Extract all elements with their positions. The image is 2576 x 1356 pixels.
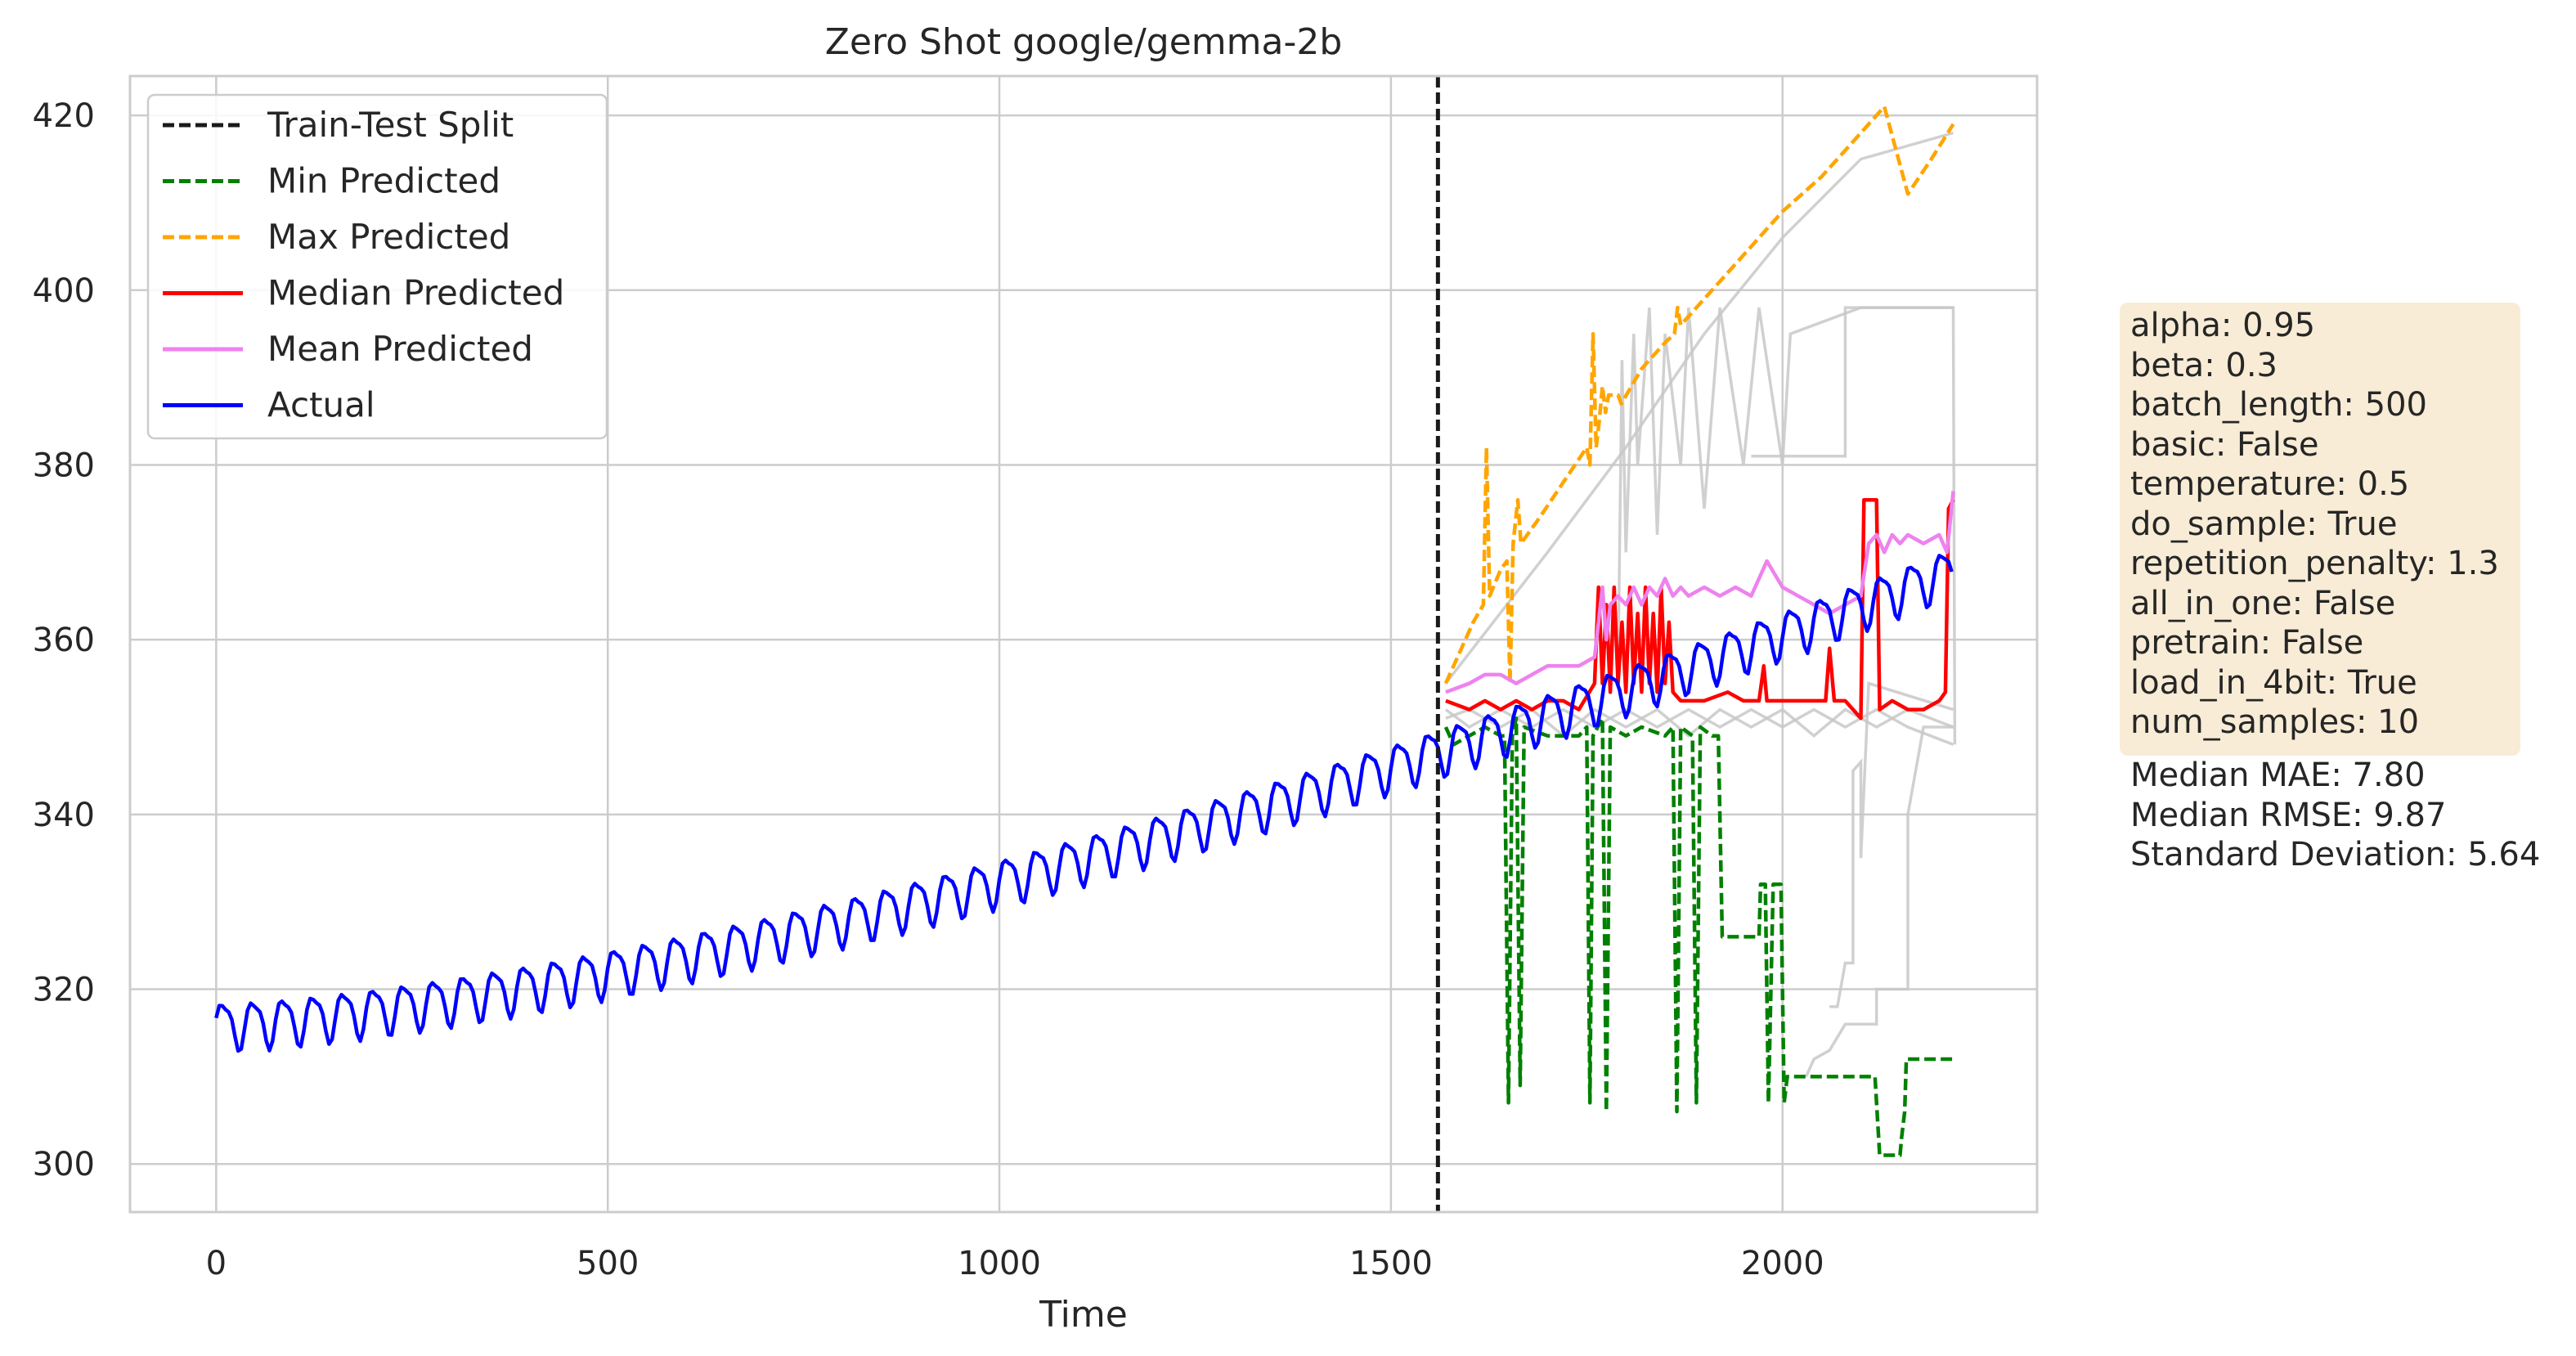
x-tick-label: 500 <box>577 1245 639 1282</box>
metric-std-dev: Standard Deviation: 5.64 <box>2130 836 2541 873</box>
sample-trajectory <box>1804 725 1954 1078</box>
y-tick-label: 300 <box>33 1146 95 1183</box>
sample-trajectory <box>1616 306 1954 675</box>
series-max-predicted <box>1443 105 1955 685</box>
y-tick-label: 360 <box>33 622 95 659</box>
sample-trajectory <box>1444 707 1954 747</box>
series-lines <box>214 105 1955 1157</box>
metric-median-rmse: Median RMSE: 9.87 <box>2130 796 2447 834</box>
plot-frame <box>128 74 2039 1214</box>
hyperparameter-line: repetition_penalty: 1.3 <box>2130 545 2499 582</box>
y-tick-label: 420 <box>33 97 95 135</box>
sample-trajectory <box>1444 131 1954 685</box>
axis-ticks: 0 500 1000 1500 2000 300 320 340 360 380 400 420 <box>33 97 1824 1282</box>
x-tick-label: 1500 <box>1349 1245 1433 1282</box>
legend-frame <box>146 93 608 440</box>
x-tick-label: 0 <box>206 1245 227 1282</box>
y-tick-label: 320 <box>33 972 95 1009</box>
sample-trajectory <box>1829 681 1954 1008</box>
legend-label: Min Predicted <box>267 161 500 201</box>
legend-label: Median Predicted <box>267 273 564 313</box>
hyperparameter-line: num_samples: 10 <box>2130 703 2420 741</box>
legend-label: Actual <box>267 385 375 425</box>
series-min-predicted <box>1443 716 1954 1157</box>
hyperparameter-line: alpha: 0.95 <box>2130 307 2316 344</box>
hyperparameter-list: alpha: 0.95 beta: 0.3 batch_length: 500 … <box>2130 306 2499 743</box>
hyperparameter-line: load_in_4bit: True <box>2130 663 2417 702</box>
y-tick-label: 400 <box>33 272 95 310</box>
hyperparameter-line: batch_length: 500 <box>2130 386 2427 424</box>
y-tick-label: 340 <box>33 797 95 834</box>
legend-label: Mean Predicted <box>267 329 533 369</box>
legend-label: Max Predicted <box>267 217 510 257</box>
x-tick-label: 2000 <box>1741 1245 1824 1282</box>
series-actual <box>214 554 1954 1053</box>
sample-trajectory <box>1751 306 1957 745</box>
hyperparameter-line: basic: False <box>2130 425 2319 464</box>
metric-median-mae: Median MAE: 7.80 <box>2130 757 2426 794</box>
hyperparameter-line: all_in_one: False <box>2130 584 2396 622</box>
chart-title: Zero Shot google/gemma-2b <box>825 21 1343 63</box>
hyperparameter-line: pretrain: False <box>2130 624 2364 662</box>
metrics-list: Median MAE: 7.80 Median RMSE: 9.87 Stand… <box>2130 756 2540 875</box>
stats-box-background <box>2120 303 2520 756</box>
series-median-predicted <box>1445 497 1955 721</box>
sample-trajectory <box>1445 707 1954 738</box>
legend: Train-Test Split Min Predicted Max Predict… <box>146 93 608 440</box>
hyperparameter-line: temperature: 0.5 <box>2130 465 2410 503</box>
hyperparameter-line: do_sample: True <box>2130 505 2398 543</box>
sample-trajectories <box>1444 131 1957 1078</box>
y-tick-label: 380 <box>33 447 95 484</box>
x-axis-label: Time <box>1039 1294 1128 1336</box>
series-mean-predicted <box>1445 491 1955 694</box>
legend-label: Train-Test Split <box>267 105 514 145</box>
hyperparameter-line: beta: 0.3 <box>2130 346 2278 384</box>
x-tick-label: 1000 <box>958 1245 1041 1282</box>
